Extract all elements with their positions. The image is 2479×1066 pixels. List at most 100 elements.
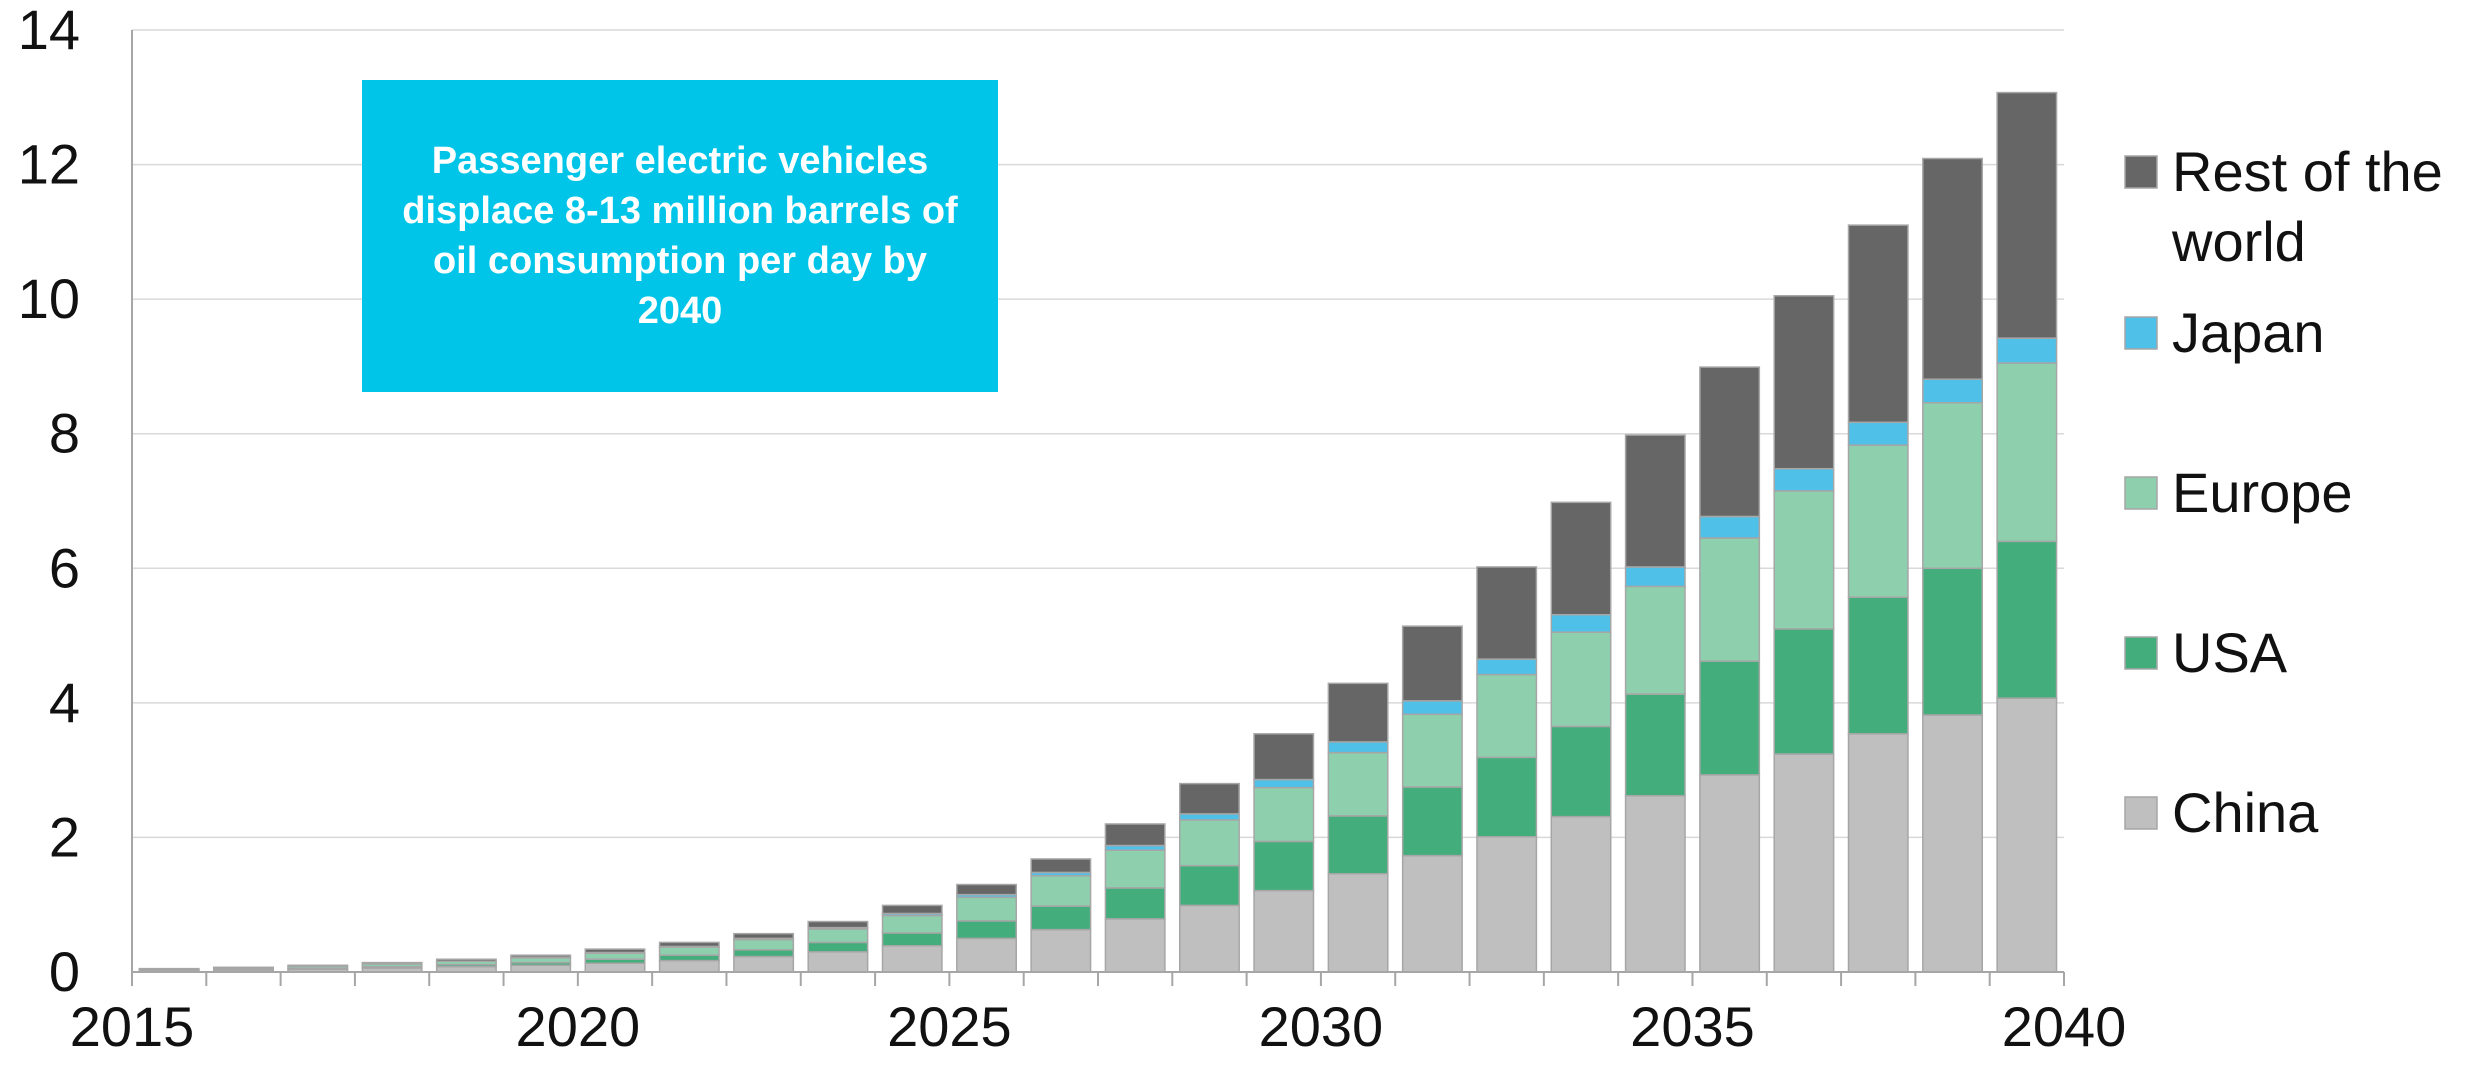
x-tick-label: 2020: [516, 995, 641, 1058]
bar-segment-china: [1476, 836, 1538, 973]
bar-segment-europe: [1401, 713, 1463, 788]
bar-segment-rest-of-the-world: [1847, 224, 1909, 424]
bar-segment-china: [1624, 794, 1686, 973]
bar-segment-rest-of-the-world: [1030, 858, 1092, 874]
bar-segment-japan: [1922, 378, 1984, 404]
bar-stack: [1401, 625, 1463, 973]
y-tick-label: 10: [18, 267, 80, 330]
legend-swatch: [2124, 476, 2158, 510]
bar-segment-rest-of-the-world: [435, 958, 497, 962]
bar-segment-usa: [1996, 540, 2058, 699]
axes: [131, 30, 2065, 986]
bar-stack: [1773, 295, 1835, 973]
bar-segment-usa: [1847, 596, 1909, 735]
bar-segment-usa: [807, 941, 869, 953]
y-tick-label: 4: [49, 671, 80, 734]
bar-segment-europe: [1253, 786, 1315, 843]
bar-stack: [807, 920, 869, 973]
bar-segment-rest-of-the-world: [807, 920, 869, 929]
bar-segment-europe: [1550, 631, 1612, 728]
bar-segment-usa: [1699, 660, 1761, 776]
bar-segment-china: [881, 945, 943, 973]
bar-segment-rest-of-the-world: [584, 948, 646, 954]
bar-segment-rest-of-the-world: [510, 954, 572, 958]
bar-segment-japan: [1401, 700, 1463, 716]
bar-segment-japan: [1624, 566, 1686, 588]
legend-label: Japan: [2172, 301, 2325, 364]
x-tick-label: 2040: [2002, 995, 2127, 1058]
bar-segment-rest-of-the-world: [1178, 782, 1240, 815]
bar-stack: [1253, 733, 1315, 973]
bar-segment-usa: [1922, 567, 1984, 716]
bar-segment-rest-of-the-world: [1550, 501, 1612, 616]
bar-stack: [584, 948, 646, 973]
bar-segment-japan: [1327, 741, 1389, 754]
bar-segment-china: [1401, 854, 1463, 973]
bar-segment-europe: [1699, 537, 1761, 662]
bar-stack: [287, 964, 349, 973]
bar-segment-europe: [1030, 875, 1092, 907]
bar-segment-europe: [658, 946, 720, 956]
annotation-text: Passenger electric vehicles displace 8-1…: [402, 140, 958, 332]
bar-segment-europe: [1847, 444, 1909, 598]
bar-segment-usa: [1773, 628, 1835, 755]
bar-stack: [1996, 91, 2058, 973]
bar-segment-rest-of-the-world: [1996, 91, 2058, 339]
bar-segment-rest-of-the-world: [287, 964, 349, 968]
x-tick-label: 2035: [1630, 995, 1755, 1058]
bar-segment-japan: [1178, 813, 1240, 821]
legend-label: Europe: [2172, 461, 2353, 524]
bar-segment-china: [1104, 918, 1166, 973]
bar-stack: [1847, 224, 1909, 973]
bar-segment-europe: [1922, 402, 1984, 570]
y-tick-label: 8: [49, 402, 80, 465]
bar-segment-rest-of-the-world: [1699, 366, 1761, 518]
bar-segment-europe: [1178, 819, 1240, 867]
bar-segment-europe: [807, 928, 869, 944]
bar-segment-china: [956, 937, 1018, 973]
bar-segment-usa: [1624, 693, 1686, 797]
bar-segment-japan: [1476, 658, 1538, 676]
bar-segment-china: [1996, 697, 2058, 973]
bar-segment-rest-of-the-world: [361, 961, 423, 965]
bar-segment-rest-of-the-world: [658, 941, 720, 948]
bar-segment-china: [510, 964, 572, 973]
bar-stack: [435, 958, 497, 973]
y-tick-label: 2: [49, 805, 80, 868]
bar-segment-rest-of-the-world: [138, 967, 200, 971]
bar-segment-europe: [1476, 673, 1538, 759]
bar-segment-rest-of-the-world: [1401, 625, 1463, 702]
bar-segment-japan: [1773, 467, 1835, 492]
x-tick-label: 2015: [70, 995, 195, 1058]
bar-segment-rest-of-the-world: [1104, 823, 1166, 847]
annotation-callout: Passenger electric vehicles displace 8-1…: [362, 80, 998, 392]
bar-segment-europe: [1773, 490, 1835, 630]
bar-stack: [361, 961, 423, 973]
bar-stack: [212, 966, 274, 973]
bar-stack: [1550, 501, 1612, 973]
bar-segment-china: [1327, 873, 1389, 973]
bar-segment-japan: [1699, 515, 1761, 539]
bar-segment-europe: [1624, 585, 1686, 695]
bar-segment-europe: [1996, 362, 2058, 543]
bar-segment-japan: [1996, 337, 2058, 364]
bar-segment-usa: [658, 954, 720, 962]
bar-stack: [1699, 366, 1761, 973]
bar-segment-usa: [1476, 756, 1538, 838]
bar-segment-china: [1178, 904, 1240, 973]
legend-item: China: [2124, 781, 2319, 844]
legend-item: Japan: [2124, 301, 2325, 364]
bar-segment-usa: [956, 920, 1018, 940]
bar-stack: [1104, 823, 1166, 973]
y-axis-tick-labels: 0 2 4 6 8 10 12 14: [18, 0, 80, 1003]
bar-segment-china: [1773, 753, 1835, 973]
bar-stack: [1030, 858, 1092, 973]
bar-stack: [1178, 782, 1240, 973]
bar-segment-china: [1030, 928, 1092, 973]
bar-segment-rest-of-the-world: [1624, 434, 1686, 568]
bar-segment-europe: [881, 914, 943, 934]
legend-item: USA: [2124, 621, 2288, 684]
bar-stack: [658, 941, 720, 973]
bar-segment-china: [658, 959, 720, 973]
